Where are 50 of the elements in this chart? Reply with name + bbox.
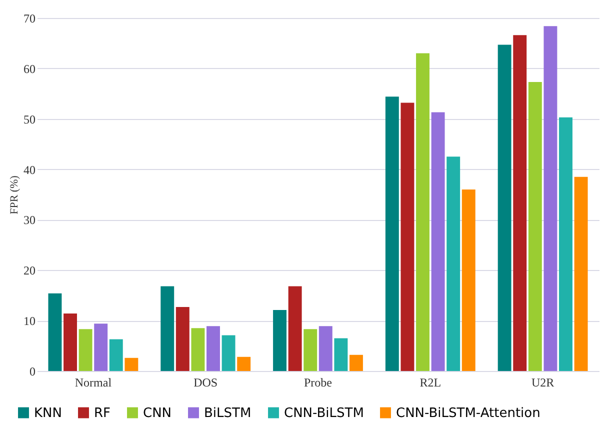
bar — [94, 324, 108, 371]
bar — [416, 53, 430, 371]
bar — [400, 102, 414, 371]
bar — [222, 335, 236, 371]
y-tick-label: 70 — [24, 12, 36, 26]
legend-label: RF — [94, 406, 111, 421]
y-tick-label: 40 — [24, 162, 36, 177]
bar — [191, 328, 205, 371]
bar — [385, 96, 399, 371]
x-tick-label: U2R — [531, 376, 554, 390]
y-tick-label: 60 — [24, 62, 36, 76]
bar — [288, 286, 302, 371]
bar — [334, 338, 348, 371]
bar — [237, 356, 251, 371]
bar — [64, 314, 77, 371]
x-tick-label: Probe — [304, 376, 332, 390]
y-tick-label: 50 — [24, 112, 36, 126]
bar — [544, 26, 558, 371]
bar — [176, 306, 190, 371]
bar — [528, 82, 542, 371]
y-tick-label: 0 — [30, 364, 36, 378]
legend-label: CNN-BiLSTM — [284, 406, 364, 421]
bar — [48, 293, 62, 371]
y-tick-label: 20 — [24, 264, 36, 278]
bar — [124, 358, 138, 371]
x-tick-label: DOS — [194, 376, 218, 390]
legend-label: CNN — [143, 406, 172, 421]
legend-label: CNN-BiLSTM-Attention — [396, 406, 540, 421]
x-tick-label: Normal — [74, 376, 112, 390]
bar — [513, 35, 527, 371]
bar — [498, 44, 512, 371]
bar — [431, 112, 445, 371]
bar — [574, 176, 588, 371]
bar — [350, 354, 363, 371]
x-tick-label: R2L — [420, 376, 442, 390]
y-axis-title: FPR (%) — [8, 175, 20, 214]
bar — [160, 286, 174, 371]
bar — [462, 189, 476, 371]
bar — [206, 326, 220, 371]
bar — [78, 329, 92, 371]
y-tick-label: 30 — [24, 213, 36, 228]
bar — [109, 339, 123, 371]
legend-label: BiLSTM — [204, 406, 252, 421]
bar — [318, 326, 332, 371]
bar — [304, 329, 318, 371]
bar — [273, 310, 286, 371]
y-tick-label: 10 — [24, 314, 36, 328]
bar — [559, 117, 572, 371]
bar — [446, 156, 460, 371]
legend-label: KNN — [34, 406, 62, 421]
